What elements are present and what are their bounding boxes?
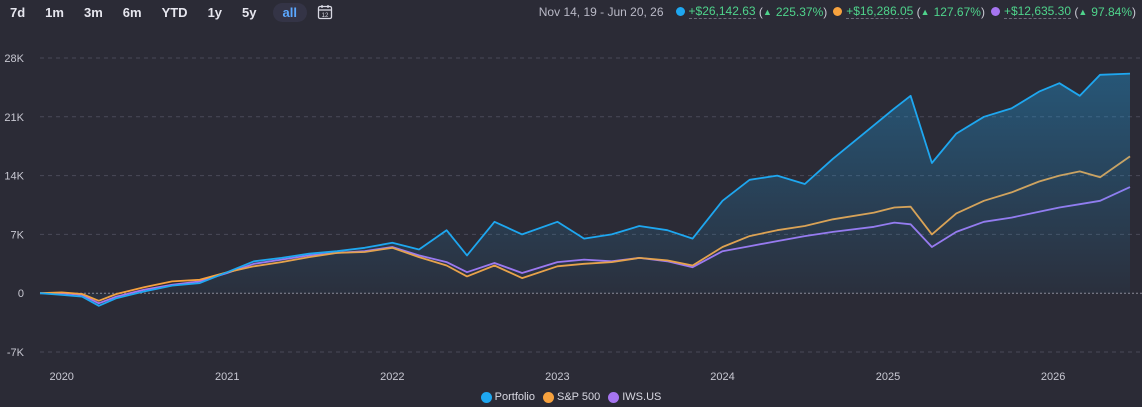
legend-dot-icon [608,391,620,403]
y-tick-label: 7K [11,229,25,241]
x-tick-label: 2022 [380,371,404,383]
sp500-dot-icon [833,7,843,16]
summary-portfolio: +$26,142.63 (▲ 225.37%) [675,4,827,19]
legend-label: S&P 500 [557,391,601,403]
legend-label: Portfolio [494,391,535,403]
range-toolbar: 7d 1m 3m 6m YTD 1y 5y all 12 [0,0,333,24]
portfolio-line[interactable] [39,72,1131,307]
legend-label: IWS.US [622,391,662,403]
portfolio-dot-icon [675,7,685,16]
summary-iws: +$12,635.30 (▲ 97.84%) [990,4,1136,19]
triangle-up-icon: ▲ [920,6,930,17]
legend-dot-icon [543,391,554,403]
range-1m-button[interactable]: 1m [45,4,64,20]
y-tick-label: 14K [4,171,24,183]
series-lines [39,72,1131,307]
x-tick-label: 2023 [545,371,569,383]
y-tick-label: 0 [18,288,24,300]
date-range-label[interactable]: Nov 14, 19 - Jun 20, 26 [538,4,664,19]
x-tick-label: 2025 [876,371,900,383]
iws-dot-icon [990,7,1000,16]
legend-item-sp500[interactable]: S&P 500 [543,391,600,403]
summary-sp500: +$16,286.05 (▲ 127.67%) [833,4,985,19]
iws-amount: +$12,635.30 [1003,4,1072,19]
calendar-icon[interactable]: 12 [317,4,333,20]
range-all-button[interactable]: all [272,2,307,22]
range-3m-button[interactable]: 3m [83,4,103,20]
range-5y-button[interactable]: 5y [242,4,257,20]
triangle-up-icon: ▲ [1078,6,1088,17]
y-tick-label: 28K [4,53,24,65]
portfolio-amount: +$26,142.63 [688,4,756,19]
svg-text:12: 12 [322,13,329,19]
iws-pct: 97.84% [1091,4,1132,19]
range-7d-button[interactable]: 7d [10,4,26,20]
portfolio-pct: 225.37% [775,4,824,19]
chart-legend: Portfolio S&P 500 IWS.US [0,391,1142,403]
legend-dot-icon [480,391,492,403]
x-tick-label: 2021 [215,371,239,383]
triangle-up-icon: ▲ [762,6,772,17]
y-tick-label: -7K [7,347,25,359]
legend-item-portfolio[interactable]: Portfolio [480,391,535,403]
y-axis: 28K 21K 14K 7K 0 -7K [4,53,24,359]
portfolio-area [40,73,1130,306]
x-tick-label: 2026 [1041,371,1065,383]
range-6m-button[interactable]: 6m [122,4,142,20]
legend-item-iws[interactable]: IWS.US [608,391,661,403]
sp500-amount: +$16,286.05 [846,4,914,19]
range-1y-button[interactable]: 1y [207,4,223,20]
performance-summary: Nov 14, 19 - Jun 20, 26 +$26,142.63 (▲ 22… [539,4,1136,19]
x-tick-label: 2020 [49,371,73,383]
sp500-pct: 127.67% [933,4,981,19]
x-axis: 2020 2021 2022 2023 2024 2025 2026 [49,371,1065,383]
range-ytd-button[interactable]: YTD [161,4,188,20]
y-tick-label: 21K [4,112,24,124]
x-tick-label: 2024 [710,371,734,383]
